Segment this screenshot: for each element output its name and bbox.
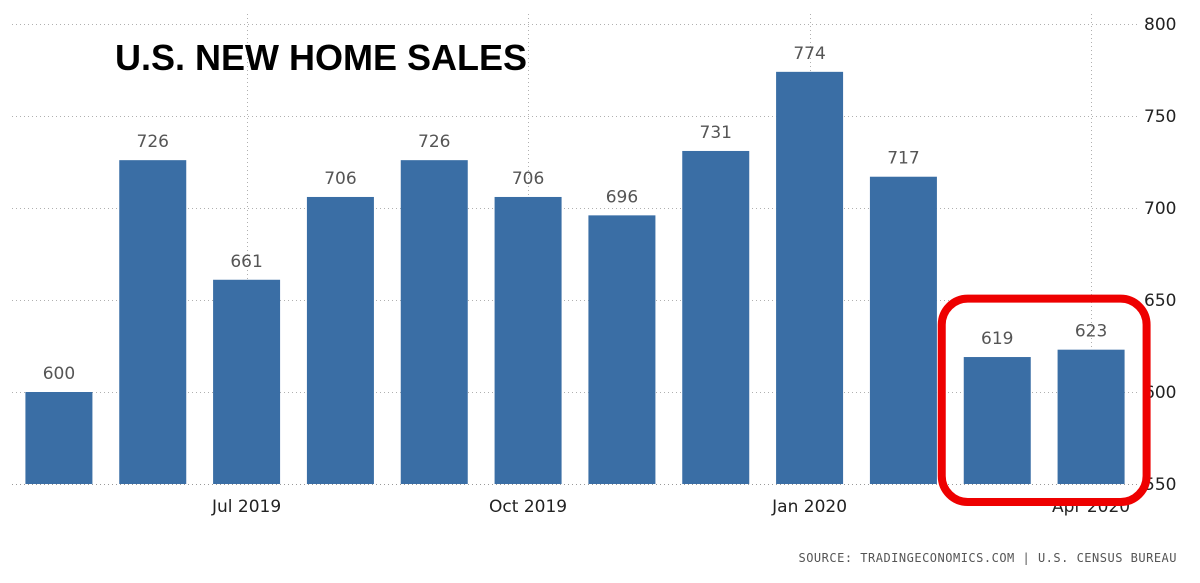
data-label: 726 <box>137 132 169 152</box>
bar-feb-2020 <box>869 176 937 484</box>
data-label: 706 <box>512 169 544 189</box>
data-label: 731 <box>700 123 732 143</box>
data-label: 774 <box>793 44 825 64</box>
data-label: 696 <box>606 187 638 207</box>
y-tick-label: 750 <box>1144 107 1176 127</box>
bar-aug-2019 <box>306 196 374 484</box>
data-labels: 600 726 661 706 726 706 696 731 774 717 619 623 <box>43 44 1108 384</box>
bar-jan-2020 <box>776 71 844 484</box>
bar-may-2019 <box>25 392 93 484</box>
bar-apr-2020 <box>1057 349 1125 484</box>
data-label: 717 <box>887 149 919 169</box>
data-label: 619 <box>981 329 1013 349</box>
highlight-overlay <box>937 294 1151 506</box>
y-axis-ticks: 550 600 650 700 750 800 <box>1144 15 1176 495</box>
x-tick-label: Jan 2020 <box>771 497 847 517</box>
bar-oct-2019 <box>494 196 562 484</box>
bars <box>25 71 1125 485</box>
bar-jun-2019 <box>119 160 187 484</box>
data-label: 623 <box>1075 322 1107 342</box>
chart-title: U.S. NEW HOME SALES <box>115 37 527 78</box>
x-tick-label: Jul 2019 <box>211 497 281 517</box>
x-tick-label: Oct 2019 <box>489 497 567 517</box>
bar-sep-2019 <box>400 160 468 484</box>
y-tick-label: 600 <box>1144 383 1176 403</box>
data-label: 706 <box>324 169 356 189</box>
y-tick-label: 550 <box>1144 475 1176 495</box>
highlight-box <box>937 294 1151 506</box>
bar-dec-2019 <box>682 150 750 484</box>
bar-jul-2019 <box>213 279 281 484</box>
y-tick-label: 700 <box>1144 199 1176 219</box>
data-label: 600 <box>43 364 75 384</box>
data-label: 726 <box>418 132 450 152</box>
y-tick-label: 800 <box>1144 15 1176 35</box>
data-label: 661 <box>230 252 262 272</box>
bar-nov-2019 <box>588 215 656 485</box>
y-tick-label: 650 <box>1144 291 1176 311</box>
bar-mar-2020 <box>963 357 1031 484</box>
source-note: SOURCE: TRADINGECONOMICS.COM | U.S. CENS… <box>798 551 1177 565</box>
